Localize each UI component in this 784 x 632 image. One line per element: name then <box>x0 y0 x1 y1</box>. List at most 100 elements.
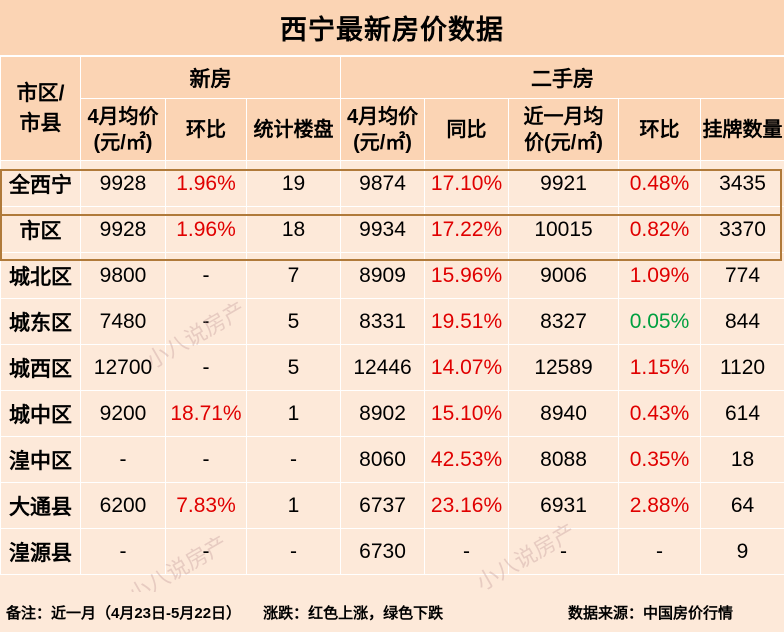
table-row: 市区 9928 1.96% 18 9934 17.22% 10015 0.82% 3370 <box>0 206 784 253</box>
sh-price-cell: 9874 <box>340 160 426 207</box>
sh-price-cell: 9934 <box>340 206 426 253</box>
sh-month-price-header-line: 价(元/㎡) <box>524 131 603 154</box>
sh-yoy-cell: 17.22% <box>424 206 510 253</box>
sh-month-price-cell: 8940 <box>508 390 620 437</box>
region-name-cell: 湟中区 <box>0 436 81 483</box>
projects-cell: - <box>245 528 342 575</box>
new-price-header: 4月均价 (元/㎡) <box>80 98 166 161</box>
new-mom-cell: - <box>165 528 247 575</box>
region-name-cell: 城中区 <box>0 390 81 437</box>
sh-yoy-cell: 15.10% <box>424 390 510 437</box>
new-mom-header-line: 环比 <box>186 118 226 141</box>
sh-mom-cell: 0.35% <box>618 436 702 483</box>
projects-cell: 5 <box>245 344 342 391</box>
sh-month-price-cell: 8088 <box>508 436 620 483</box>
table-row: 湟中区 - - -8060 42.53% 8088 0.35% 18 <box>0 436 784 483</box>
footer-note: 备注：近一月（4月23日-5月22日） <box>6 604 242 622</box>
footer: 备注：近一月（4月23日-5月22日） 涨跌：红色上涨，绿色下跌 数据来源：中国… <box>0 592 784 632</box>
sh-mom-header: 环比 <box>618 98 702 161</box>
sh-mom-cell: 0.82% <box>618 206 702 253</box>
table-row: 大通县 6200 7.83% 1 6737 23.16% 6931 2.88% 64 <box>0 482 784 529</box>
new-price-cell: 12700 <box>80 344 166 391</box>
listings-cell: 64 <box>700 482 784 529</box>
projects-cell: 5 <box>245 298 342 345</box>
new-price-cell: 9200 <box>80 390 166 437</box>
sh-yoy-header-line: 同比 <box>446 118 487 141</box>
new-price-header-line: (元/㎡) <box>93 131 153 154</box>
sh-price-header: 4月均价 (元/㎡) <box>340 98 426 161</box>
sh-mom-cell: 2.88% <box>618 482 702 529</box>
new-price-cell: - <box>80 436 166 483</box>
table-row: 城东区 7480-5 8331 19.51% 8327 0.05% 844 <box>0 298 784 345</box>
projects-cell: 18 <box>245 206 342 253</box>
new-mom-cell: 1.96% <box>165 206 247 253</box>
sh-month-price-cell: 6931 <box>508 482 620 529</box>
table-body: 全西宁 9928 1.96% 19 9874 17.10% 9921 0.48% 3435 市区 9… <box>0 160 784 575</box>
sh-price-cell: 12446 <box>340 344 426 391</box>
new-price-header-line: 4月均价 <box>87 105 159 128</box>
listings-header: 挂牌数量 <box>700 98 784 161</box>
listings-cell: 9 <box>700 528 784 575</box>
listings-cell: 3435 <box>700 160 784 207</box>
table-row: 城中区 9200 18.71% 1 8902 15.10% 8940 0.43% 614 <box>0 390 784 437</box>
header-row-columns: 4月均价 (元/㎡) 环比 统计楼盘 4月均价 (元/㎡) 同比 近一月均 价(元/㎡) 环比 挂牌… <box>1 98 784 161</box>
sh-mom-cell: 0.48% <box>618 160 702 207</box>
table-row: 湟源县 - - -6730- - -9 <box>0 528 784 575</box>
sh-price-cell: 8902 <box>340 390 426 437</box>
sh-yoy-cell: 42.53% <box>424 436 510 483</box>
footer-legend: 涨跌：红色上涨，绿色下跌 <box>263 604 444 622</box>
sh-month-price-cell: - <box>508 528 620 575</box>
table-row: 城北区 9800-7 8909 15.96% 9006 1.09% 774 <box>0 252 784 299</box>
sh-mom-cell: 0.43% <box>618 390 702 437</box>
region-header-line2: 市县 <box>19 111 62 135</box>
region-name-cell: 大通县 <box>0 482 81 529</box>
sh-mom-cell: 1.15% <box>618 344 702 391</box>
header-row-group: 市区/ 市县 新房 二手房 <box>0 56 784 161</box>
projects-header: 统计楼盘 <box>245 98 342 161</box>
sh-yoy-cell: 14.07% <box>424 344 510 391</box>
sh-mom-cell: 0.05% <box>618 298 702 345</box>
sh-price-cell: 6737 <box>340 482 426 529</box>
sh-price-header-line: (元/㎡) <box>353 131 412 154</box>
page-title: 西宁最新房价数据 <box>0 0 784 56</box>
projects-header-line: 统计楼盘 <box>253 118 334 141</box>
sh-yoy-cell: - <box>424 528 510 575</box>
new-mom-cell: - <box>165 436 247 483</box>
listings-cell: 3370 <box>700 206 784 253</box>
sh-price-cell: 6730 <box>340 528 426 575</box>
region-column-header: 市区/ 市县 <box>0 56 81 161</box>
sh-month-price-header: 近一月均价(元/㎡) <box>508 98 620 161</box>
new-price-cell: 9928 <box>80 206 166 253</box>
listings-cell: 614 <box>700 390 784 437</box>
new-mom-cell: - <box>165 252 247 299</box>
footer-source: 数据来源：中国房价行情 <box>568 604 734 622</box>
price-table: 市区/ 市县 新房 二手房 4月均价 (元/㎡) 环比 统计楼盘 4月均价 (元/㎡) 同比… <box>0 56 784 575</box>
listings-cell: 844 <box>700 298 784 345</box>
region-name-cell: 市区 <box>0 206 81 253</box>
listings-header-line: 挂牌数量 <box>702 118 783 141</box>
listings-cell: 1120 <box>700 344 784 391</box>
sh-price-cell: 8909 <box>340 252 426 299</box>
region-name-cell: 湟源县 <box>0 528 81 575</box>
sh-month-price-cell: 10015 <box>508 206 620 253</box>
region-name-cell: 城东区 <box>0 298 81 345</box>
projects-cell: 19 <box>245 160 342 207</box>
new-mom-cell: - <box>165 298 247 345</box>
table-row: 全西宁 9928 1.96% 19 9874 17.10% 9921 0.48% 3435 <box>0 160 784 207</box>
new-mom-header: 环比 <box>165 98 247 161</box>
sh-price-cell: 8331 <box>340 298 426 345</box>
sh-mom-cell: 1.09% <box>618 252 702 299</box>
sh-price-cell: 8060 <box>340 436 426 483</box>
sh-month-price-header-line: 近一月均 <box>523 105 604 128</box>
sh-month-price-cell: 9921 <box>508 160 620 207</box>
new-price-cell: 9800 <box>80 252 166 299</box>
region-header-line1: 市区/ <box>16 81 65 105</box>
new-price-cell: 9928 <box>80 160 166 207</box>
sh-month-price-cell: 8327 <box>508 298 620 345</box>
sh-yoy-cell: 19.51% <box>424 298 510 345</box>
sh-yoy-cell: 17.10% <box>424 160 510 207</box>
new-mom-cell: - <box>165 344 247 391</box>
sh-mom-cell: - <box>618 528 702 575</box>
new-mom-cell: 18.71% <box>165 390 247 437</box>
new-price-cell: 7480 <box>80 298 166 345</box>
